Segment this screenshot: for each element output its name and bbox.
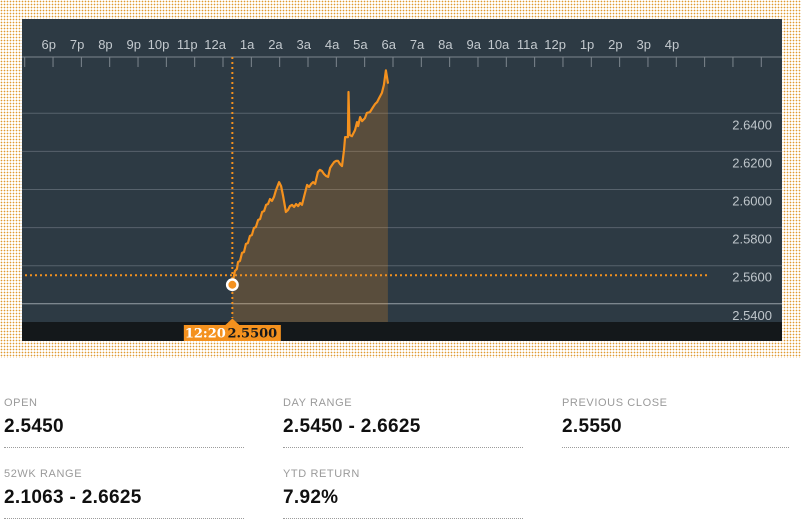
stat-day-range-label: DAY RANGE <box>283 397 353 409</box>
stat-52wk-range: 52WK RANGE 2.1063 - 2.6625 <box>4 468 244 519</box>
stat-empty-cell <box>562 468 789 519</box>
stat-ytd-return-label: YTD RETURN <box>283 468 360 480</box>
stat-day-range: DAY RANGE 2.5450 - 2.6625 <box>283 397 523 448</box>
svg-text:2.5600: 2.5600 <box>732 270 772 285</box>
stat-ytd-return: YTD RETURN 7.92% <box>283 468 523 519</box>
crosshair-tooltip: 12:20 2.5500 <box>183 318 281 342</box>
svg-text:8a: 8a <box>438 37 453 52</box>
price-gridlines <box>22 112 782 305</box>
svg-text:1a: 1a <box>240 37 255 52</box>
crosshair-marker <box>225 278 239 292</box>
svg-text:2a: 2a <box>268 37 283 52</box>
chart-footer-bar <box>22 322 782 341</box>
price-axis-labels: 2.6400 2.6200 2.6000 2.5800 2.5600 2.5400 <box>732 117 772 322</box>
svg-text:3a: 3a <box>297 37 312 52</box>
svg-text:11a: 11a <box>517 37 538 52</box>
svg-text:12p: 12p <box>544 37 566 52</box>
svg-text:2.6000: 2.6000 <box>732 194 772 209</box>
svg-text:12a: 12a <box>204 37 226 52</box>
svg-text:2p: 2p <box>608 37 622 52</box>
svg-text:7p: 7p <box>70 37 84 52</box>
tooltip-box <box>183 325 281 341</box>
tooltip-time: 12:20 <box>185 327 226 342</box>
tooltip-caret <box>225 318 240 325</box>
svg-text:3p: 3p <box>636 37 650 52</box>
stat-day-range-value: 2.5450 - 2.6625 <box>283 416 421 437</box>
stat-open-label: OPEN <box>4 397 38 409</box>
svg-text:9a: 9a <box>467 37 482 52</box>
stat-open: OPEN 2.5450 <box>4 397 244 448</box>
svg-text:4p: 4p <box>665 37 679 52</box>
stat-previous-close: PREVIOUS CLOSE 2.5550 <box>562 397 789 448</box>
quote-stats: OPEN 2.5450 DAY RANGE 2.5450 - 2.6625 PR… <box>0 358 801 519</box>
time-axis-ticks <box>24 57 762 67</box>
price-line <box>231 69 389 286</box>
svg-text:8p: 8p <box>98 37 112 52</box>
stat-open-value: 2.5450 <box>4 416 64 437</box>
stat-previous-close-value: 2.5550 <box>562 416 622 437</box>
stat-ytd-return-value: 7.92% <box>283 487 339 508</box>
svg-text:6p: 6p <box>42 37 56 52</box>
intraday-chart-card[interactable]: 6p 7p 8p 9p 10p 11p 12a 1a 2a 3a 4a 5a 6a 7a 8a 9a 10a 11… <box>22 19 782 341</box>
svg-text:10p: 10p <box>148 37 170 52</box>
svg-text:4a: 4a <box>325 37 340 52</box>
svg-text:1p: 1p <box>580 37 594 52</box>
svg-text:2.5800: 2.5800 <box>732 232 772 247</box>
svg-text:2.6400: 2.6400 <box>732 117 772 132</box>
svg-text:5a: 5a <box>353 37 368 52</box>
time-axis-labels: 6p 7p 8p 9p 10p 11p 12a 1a 2a 3a 4a 5a 6a 7a 8a 9a 10a 11… <box>42 37 680 52</box>
svg-text:2.5400: 2.5400 <box>732 308 772 323</box>
stat-52wk-range-label: 52WK RANGE <box>4 468 83 480</box>
stat-previous-close-label: PREVIOUS CLOSE <box>562 397 668 409</box>
svg-text:9p: 9p <box>127 37 141 52</box>
area-fill <box>232 70 388 323</box>
svg-text:11p: 11p <box>177 37 198 52</box>
svg-text:7a: 7a <box>410 37 425 52</box>
stat-52wk-range-value: 2.1063 - 2.6625 <box>4 487 142 508</box>
chart-canvas[interactable]: 6p 7p 8p 9p 10p 11p 12a 1a 2a 3a 4a 5a 6a 7a 8a 9a 10a 11… <box>22 19 782 341</box>
svg-text:2.6200: 2.6200 <box>732 155 772 170</box>
tooltip-price: 2.5500 <box>227 327 277 342</box>
svg-text:6a: 6a <box>382 37 397 52</box>
svg-text:10a: 10a <box>488 37 510 52</box>
